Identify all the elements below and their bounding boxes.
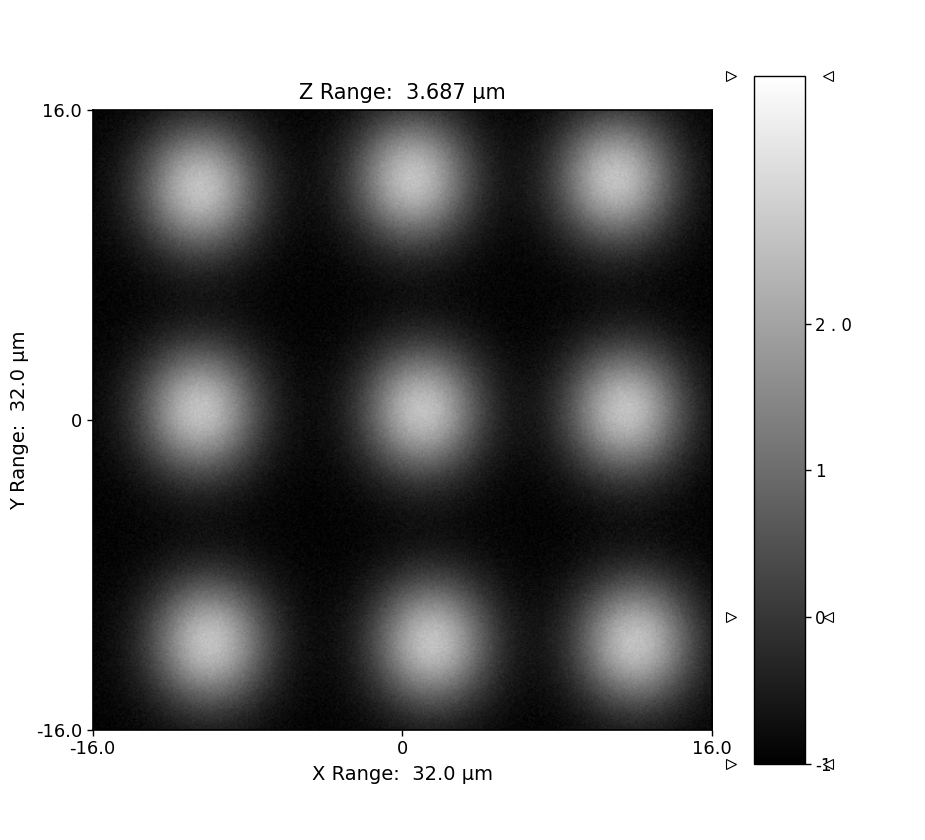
Y-axis label: Y Range:  32.0 μm: Y Range: 32.0 μm [10, 330, 29, 510]
Title: Z Range:  3.687 μm: Z Range: 3.687 μm [299, 83, 506, 103]
X-axis label: X Range:  32.0 μm: X Range: 32.0 μm [312, 765, 493, 785]
